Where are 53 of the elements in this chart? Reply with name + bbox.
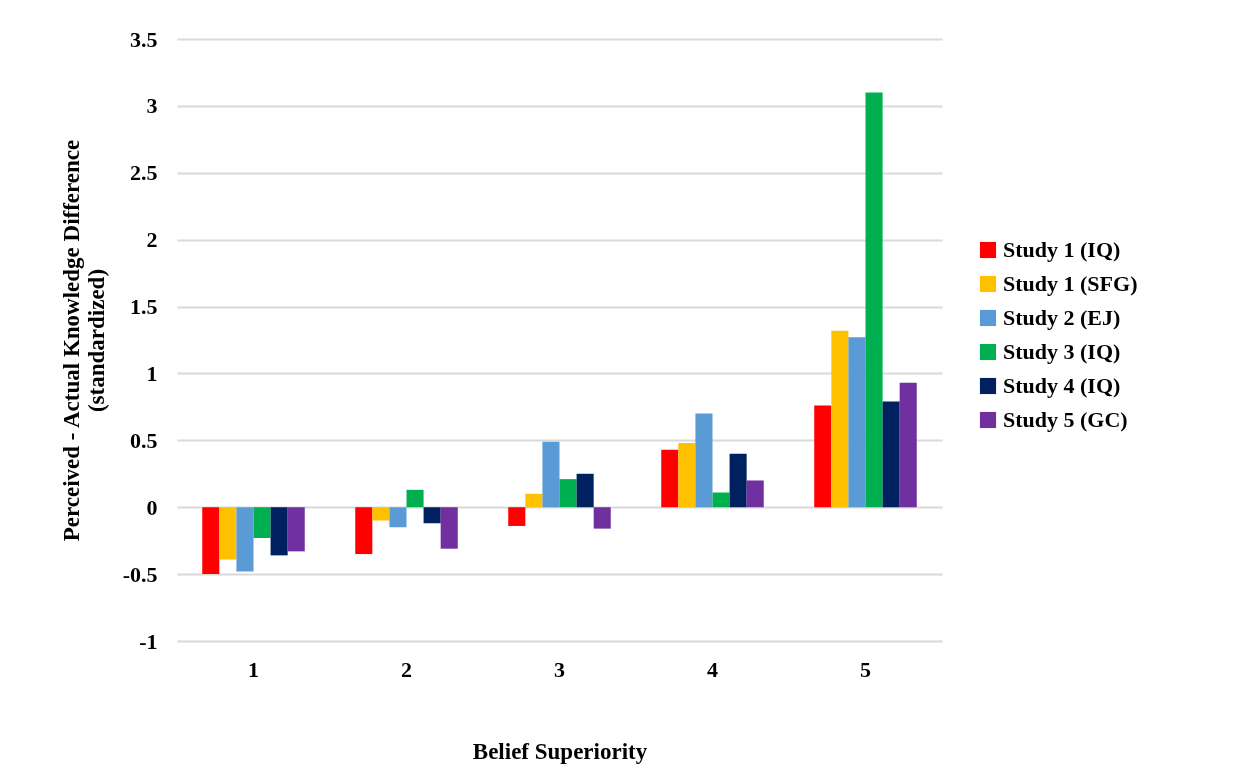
bar: [831, 330, 849, 508]
bar: [729, 453, 747, 508]
bar: [440, 507, 458, 549]
legend-label: Study 4 (IQ): [1003, 373, 1121, 398]
bar: [389, 507, 407, 528]
bar: [848, 337, 866, 508]
legend-label: Study 2 (EJ): [1003, 305, 1121, 330]
y-tick-label: -0.5: [122, 561, 158, 587]
bar: [372, 507, 390, 521]
bar: [678, 443, 696, 508]
y-tick-label: -1: [139, 628, 158, 654]
bar: [355, 507, 373, 555]
bar: [423, 507, 441, 524]
bar: [525, 493, 543, 508]
y-tick-label: 0.5: [130, 427, 158, 453]
bar: [865, 92, 883, 508]
bar: [814, 405, 832, 508]
bar: [576, 473, 594, 508]
legend-label: Study 5 (GC): [1003, 407, 1128, 432]
bar: [236, 507, 254, 572]
bar: [746, 480, 764, 508]
legend-label: Study 1 (IQ): [1003, 237, 1121, 262]
y-tick-label: 2.5: [130, 160, 158, 186]
legend-label: Study 1 (SFG): [1003, 271, 1138, 296]
bar: [899, 382, 917, 508]
bar: [542, 441, 560, 508]
y-tick-label: 1: [146, 360, 158, 386]
bar: [695, 413, 713, 508]
x-tick-label: 3: [554, 656, 565, 682]
y-tick-label: 0: [146, 494, 158, 520]
bar: [593, 507, 611, 529]
bar: [661, 449, 679, 508]
bar: [202, 507, 220, 575]
bar: [712, 492, 730, 508]
bar: [406, 489, 424, 508]
y-tick-label: 3: [146, 93, 158, 119]
y-tick-label: 2: [146, 227, 158, 253]
y-tick-label: 1.5: [130, 294, 158, 320]
x-tick-label: 1: [248, 656, 259, 682]
bar: [559, 479, 577, 508]
y-axis-title: Perceived - Actual Knowledge Difference (standardized): [58, 139, 109, 542]
x-tick-label: 4: [707, 656, 718, 682]
legend-label: Study 3 (IQ): [1003, 339, 1121, 364]
bar: [882, 401, 900, 508]
bar: [508, 507, 526, 526]
x-tick-label: 5: [860, 656, 871, 682]
x-axis-title: Belief Superiority: [472, 738, 648, 764]
bar: [253, 507, 271, 538]
bar: [219, 507, 237, 560]
bar: [287, 507, 305, 552]
y-tick-label: 3.5: [130, 26, 158, 52]
bar: [270, 507, 288, 556]
x-tick-label: 2: [401, 656, 412, 682]
